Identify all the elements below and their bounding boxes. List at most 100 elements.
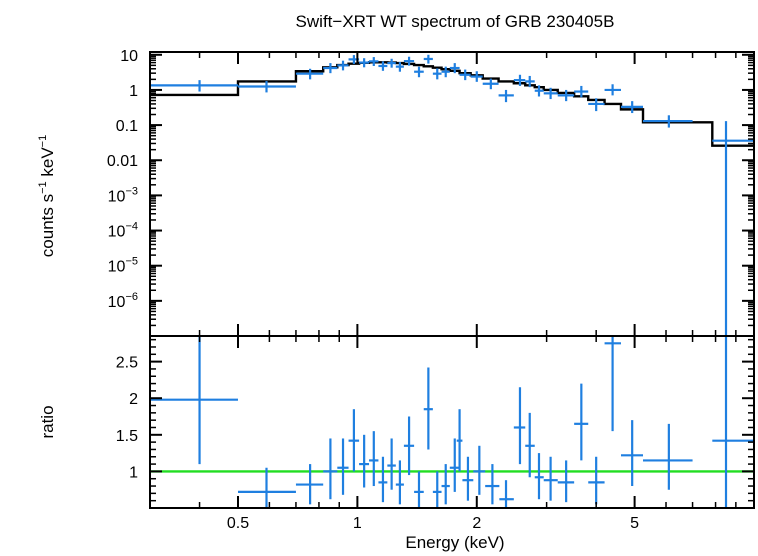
ratio-data-point-4 <box>337 438 349 495</box>
top-y-axis-label: counts s−1 keV−1 <box>37 135 57 257</box>
top-y-tick-label-2: 0.1 <box>116 118 138 135</box>
y-label-sup-2: −1 <box>37 135 49 148</box>
bottom-panel <box>149 335 755 509</box>
top-data-point-21 <box>513 74 526 86</box>
x-tick-labels: 0.5 1 2 5 <box>227 515 639 532</box>
ratio-data-point-21 <box>499 480 514 508</box>
top-data-point-25 <box>557 89 575 102</box>
top-model-layer <box>150 61 754 147</box>
y-label-kev: keV <box>38 147 57 182</box>
ratio-data-point-25 <box>543 456 558 501</box>
ratio-data-point-30 <box>620 420 644 487</box>
ratio-data-point-18 <box>462 456 474 501</box>
top-data-point-23 <box>534 85 544 97</box>
top-data-point-19 <box>482 78 499 90</box>
bottom-data-layer <box>150 336 754 508</box>
bottom-y-tick-label-3: 2.5 <box>116 355 138 372</box>
bottom-y-tick-label-2: 2 <box>129 391 138 408</box>
ratio-data-point-9 <box>387 438 396 490</box>
ratio-data-point-8 <box>378 456 388 503</box>
top-panel <box>149 51 755 337</box>
top-data-point-30 <box>643 115 693 128</box>
top-data-point-22 <box>525 75 535 88</box>
ratio-data-point-14 <box>432 471 442 508</box>
top-y-tick-exp-6: −5 <box>125 256 138 268</box>
top-y-tick-base-6: 10 <box>108 259 126 276</box>
ratio-data-point-10 <box>395 460 404 505</box>
y-label-counts: counts s <box>38 194 57 257</box>
top-y-tick-exp-7: −6 <box>125 291 138 303</box>
top-data-point-28 <box>604 84 621 96</box>
top-data-point-2 <box>295 68 324 80</box>
ratio-data-point-6 <box>359 434 370 488</box>
top-ticks <box>149 52 755 337</box>
x-axis-label: Energy (keV) <box>405 533 504 552</box>
top-data-point-8 <box>378 61 388 71</box>
top-data-point-26 <box>574 85 589 98</box>
top-data-point-7 <box>369 57 379 66</box>
x-tick-label-3: 5 <box>630 515 639 532</box>
chart-title: Swift−XRT WT spectrum of GRB 230405B <box>296 12 615 31</box>
top-data-point-11 <box>403 56 415 66</box>
x-tick-label-2: 2 <box>472 515 481 532</box>
top-data-point-3 <box>323 63 338 74</box>
ratio-data-point-19 <box>473 445 486 495</box>
top-data-point-4 <box>337 60 349 71</box>
top-y-tick-base-7: 10 <box>108 294 126 311</box>
top-data-point-12 <box>414 66 424 78</box>
top-data-layer <box>150 54 754 336</box>
ratio-data-point-23 <box>525 412 535 478</box>
top-y-tick-label-7: 10−6 <box>108 291 138 311</box>
top-data-point-9 <box>387 58 396 68</box>
top-y-tick-exp-5: −4 <box>125 221 138 233</box>
top-y-tick-label-3: 0.01 <box>107 153 138 170</box>
top-data-point-6 <box>359 58 370 68</box>
top-data-point-29 <box>620 101 644 114</box>
ratio-data-point-13 <box>423 367 433 450</box>
top-data-point-18 <box>470 71 483 82</box>
bottom-y-axis-label: ratio <box>38 405 57 438</box>
top-data-point-27 <box>588 98 605 112</box>
bottom-y-tick-label-0: 1 <box>129 464 138 481</box>
top-y-tick-label-1: 1 <box>129 83 138 100</box>
top-y-tick-base-0: 10 <box>120 48 138 65</box>
top-y-tick-base-1: 1 <box>129 83 138 100</box>
top-data-point-20 <box>498 89 514 103</box>
ratio-data-point-11 <box>403 416 415 476</box>
top-data-point-0 <box>150 80 238 92</box>
ratio-data-point-20 <box>485 464 500 505</box>
bottom-plot-frame <box>149 335 755 509</box>
ratio-data-point-15 <box>441 464 450 505</box>
top-y-tick-label-4: 10−3 <box>108 185 138 205</box>
x-tick-label-1: 1 <box>353 515 362 532</box>
ratio-data-point-31 <box>643 423 693 490</box>
bottom-y-tick-labels: 1 1.5 2 2.5 <box>116 355 138 482</box>
top-y-tick-exp-4: −3 <box>125 185 138 197</box>
top-data-point-16 <box>449 63 460 74</box>
top-data-point-1 <box>237 80 296 93</box>
top-data-point-13 <box>423 54 433 64</box>
top-y-tick-label-5: 10−4 <box>108 221 138 241</box>
top-y-tick-base-4: 10 <box>108 188 126 205</box>
ratio-data-point-28 <box>588 456 605 505</box>
top-y-tick-base-2: 0.1 <box>116 118 138 135</box>
ratio-data-point-26 <box>557 460 575 503</box>
ratio-data-point-17 <box>456 409 463 472</box>
ratio-data-point-5 <box>348 409 360 472</box>
ratio-data-point-0 <box>150 336 238 465</box>
ratio-data-point-29 <box>604 336 621 432</box>
ratio-data-point-24 <box>534 453 544 500</box>
top-y-tick-base-5: 10 <box>108 224 126 241</box>
top-y-tick-base-3: 0.01 <box>107 153 138 170</box>
top-y-tick-label-6: 10−5 <box>108 256 138 276</box>
y-label-sup-1: −1 <box>37 181 49 194</box>
top-data-point-17 <box>459 69 471 81</box>
bottom-ticks <box>149 336 755 508</box>
top-plot-frame <box>149 51 755 337</box>
ratio-data-point-27 <box>574 383 589 461</box>
top-data-point-14 <box>432 68 442 80</box>
top-data-point-10 <box>395 62 404 72</box>
ratio-data-point-12 <box>414 471 424 508</box>
